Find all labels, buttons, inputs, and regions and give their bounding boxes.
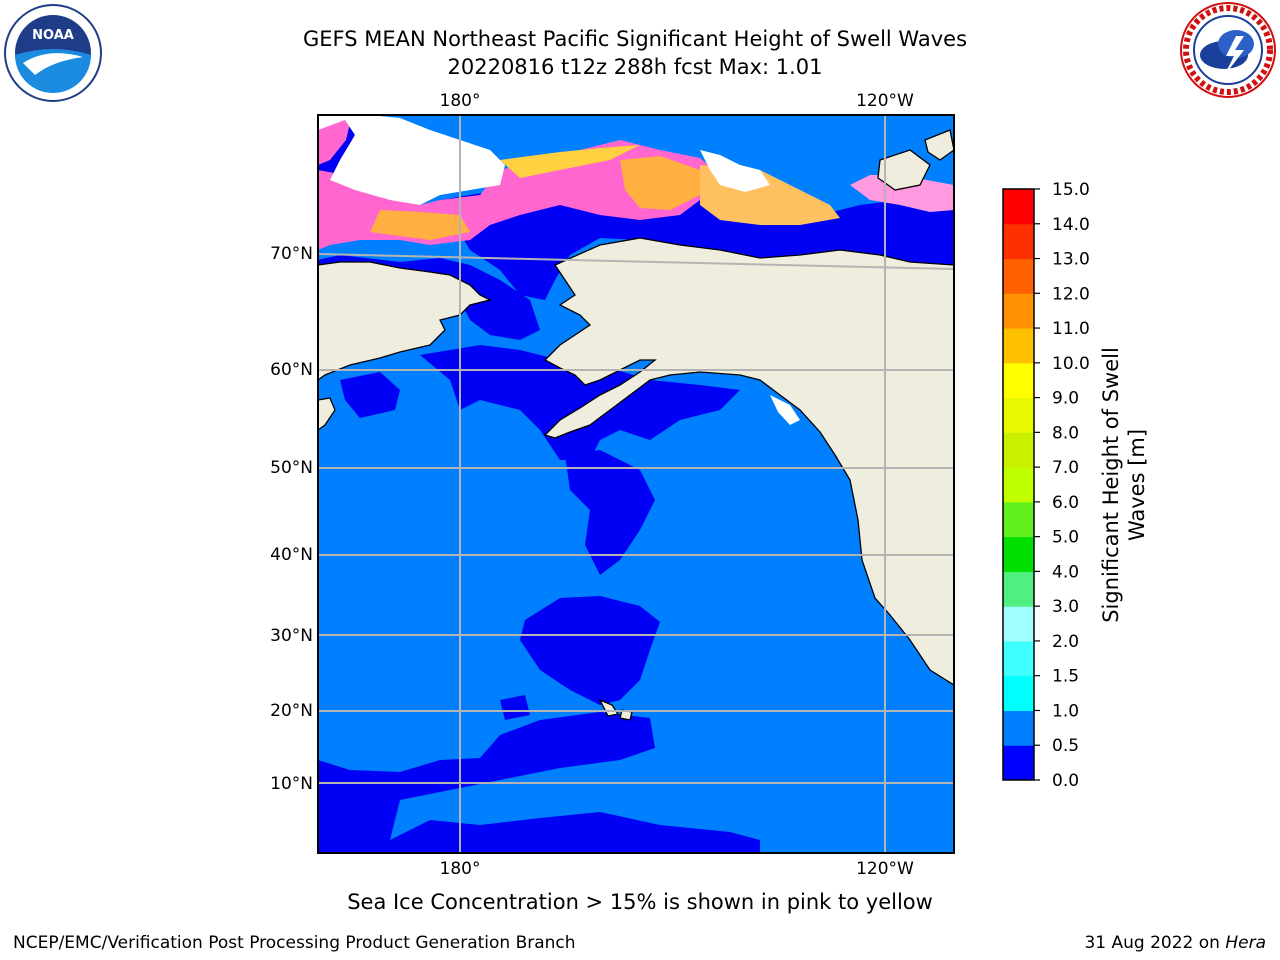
colorbar-segment: [1003, 710, 1034, 746]
lon-label-top-180: 180°: [440, 91, 481, 111]
colorbar-label-line1: Significant Height of Swell: [1099, 347, 1123, 623]
colorbar-segment: [1003, 223, 1034, 260]
colorbar-segment: [1003, 606, 1034, 642]
colorbar-label-line2: Waves [m]: [1125, 429, 1149, 541]
colorbar-tick-label: 3.0: [1052, 597, 1079, 617]
lat-label-40n: 40°N: [270, 545, 313, 565]
colorbar-segment: [1003, 571, 1034, 607]
sea-ice-note: Sea Ice Concentration > 15% is shown in …: [347, 890, 933, 914]
lat-label-10n: 10°N: [270, 774, 313, 794]
colorbar-segment: [1003, 328, 1034, 364]
colorbar-tick-label: 5.0: [1052, 528, 1079, 548]
colorbar-tick-label: 4.0: [1052, 562, 1079, 582]
colorbar-tick-label: 0.5: [1052, 736, 1079, 756]
colorbar-segment: [1003, 467, 1034, 503]
colorbar-segment: [1003, 432, 1034, 468]
lat-label-60n: 60°N: [270, 360, 313, 380]
colorbar-label: Significant Height of Swell Waves [m]: [1099, 347, 1149, 623]
nws-logo: [1180, 2, 1276, 98]
colorbar-tick-label: 8.0: [1052, 423, 1079, 443]
colorbar-tick-label: 1.5: [1052, 667, 1079, 687]
colorbar-tick-label: 2.0: [1052, 632, 1079, 652]
colorbar-segment: [1003, 258, 1034, 294]
colorbar-segment: [1003, 675, 1034, 711]
lat-label-20n: 20°N: [270, 701, 313, 721]
footer-date-text: 31 Aug 2022 on: [1084, 933, 1226, 953]
graticule: [318, 115, 954, 853]
land: [318, 129, 954, 721]
svg-text:NOAA: NOAA: [32, 28, 74, 43]
colorbar-segment: [1003, 640, 1034, 677]
colorbar-tick-label: 12.0: [1052, 284, 1090, 304]
colorbar-segment: [1003, 501, 1034, 538]
colorbar-segment: [1003, 189, 1034, 225]
lon-label-top-120w: 120°W: [856, 91, 914, 111]
noaa-logo: NOAA: [4, 4, 102, 102]
lon-label-bottom-180: 180°: [440, 859, 481, 879]
colorbar-tick-label: 11.0: [1052, 319, 1090, 339]
map-title: GEFS MEAN Northeast Pacific Significant …: [302, 27, 968, 51]
colorbar-segment: [1003, 397, 1034, 433]
map-subtitle: 20220816 t12z 288h fcst Max: 1.01: [447, 55, 823, 79]
lat-label-50n: 50°N: [270, 458, 313, 478]
lon-label-bottom-120w: 120°W: [856, 859, 914, 879]
colorbar-tick-label: 14.0: [1052, 215, 1090, 235]
footer-date: 31 Aug 2022 on Hera: [1084, 933, 1266, 953]
colorbar-tick-label: 9.0: [1052, 389, 1079, 409]
colorbar-frame: [1002, 188, 1035, 781]
colorbar-tick-label: 1.0: [1052, 701, 1079, 721]
colorbar-tick-label: 6.0: [1052, 493, 1079, 513]
colorbar-ticks: 0.0 0.5 1.0 1.5 2.0 3.0 4.0 5.0 6.0 7.0 8.0 9.0 10.0…: [1034, 180, 1090, 791]
colorbar-segment: [1003, 362, 1034, 399]
colorbar-tick-label: 10.0: [1052, 354, 1090, 374]
lat-label-70n: 70°N: [270, 244, 313, 264]
colorbar-tick-label: 0.0: [1052, 771, 1079, 791]
footer-machine: Hera: [1225, 933, 1266, 953]
colorbar-segment: [1003, 293, 1034, 329]
footer-credit: NCEP/EMC/Verification Post Processing Pr…: [13, 933, 576, 953]
colorbar-segment: [1003, 745, 1034, 781]
lat-label-30n: 30°N: [270, 626, 313, 646]
no-data-regions: [318, 115, 800, 425]
colorbar-tick-label: 15.0: [1052, 180, 1090, 200]
colorbar-tick-label: 7.0: [1052, 458, 1079, 478]
colorbar-tick-label: 13.0: [1052, 250, 1090, 270]
map-frame: [317, 114, 955, 854]
colorbar-segment: [1003, 536, 1034, 572]
colorbar: [1003, 189, 1034, 781]
map-panel: [318, 115, 954, 853]
